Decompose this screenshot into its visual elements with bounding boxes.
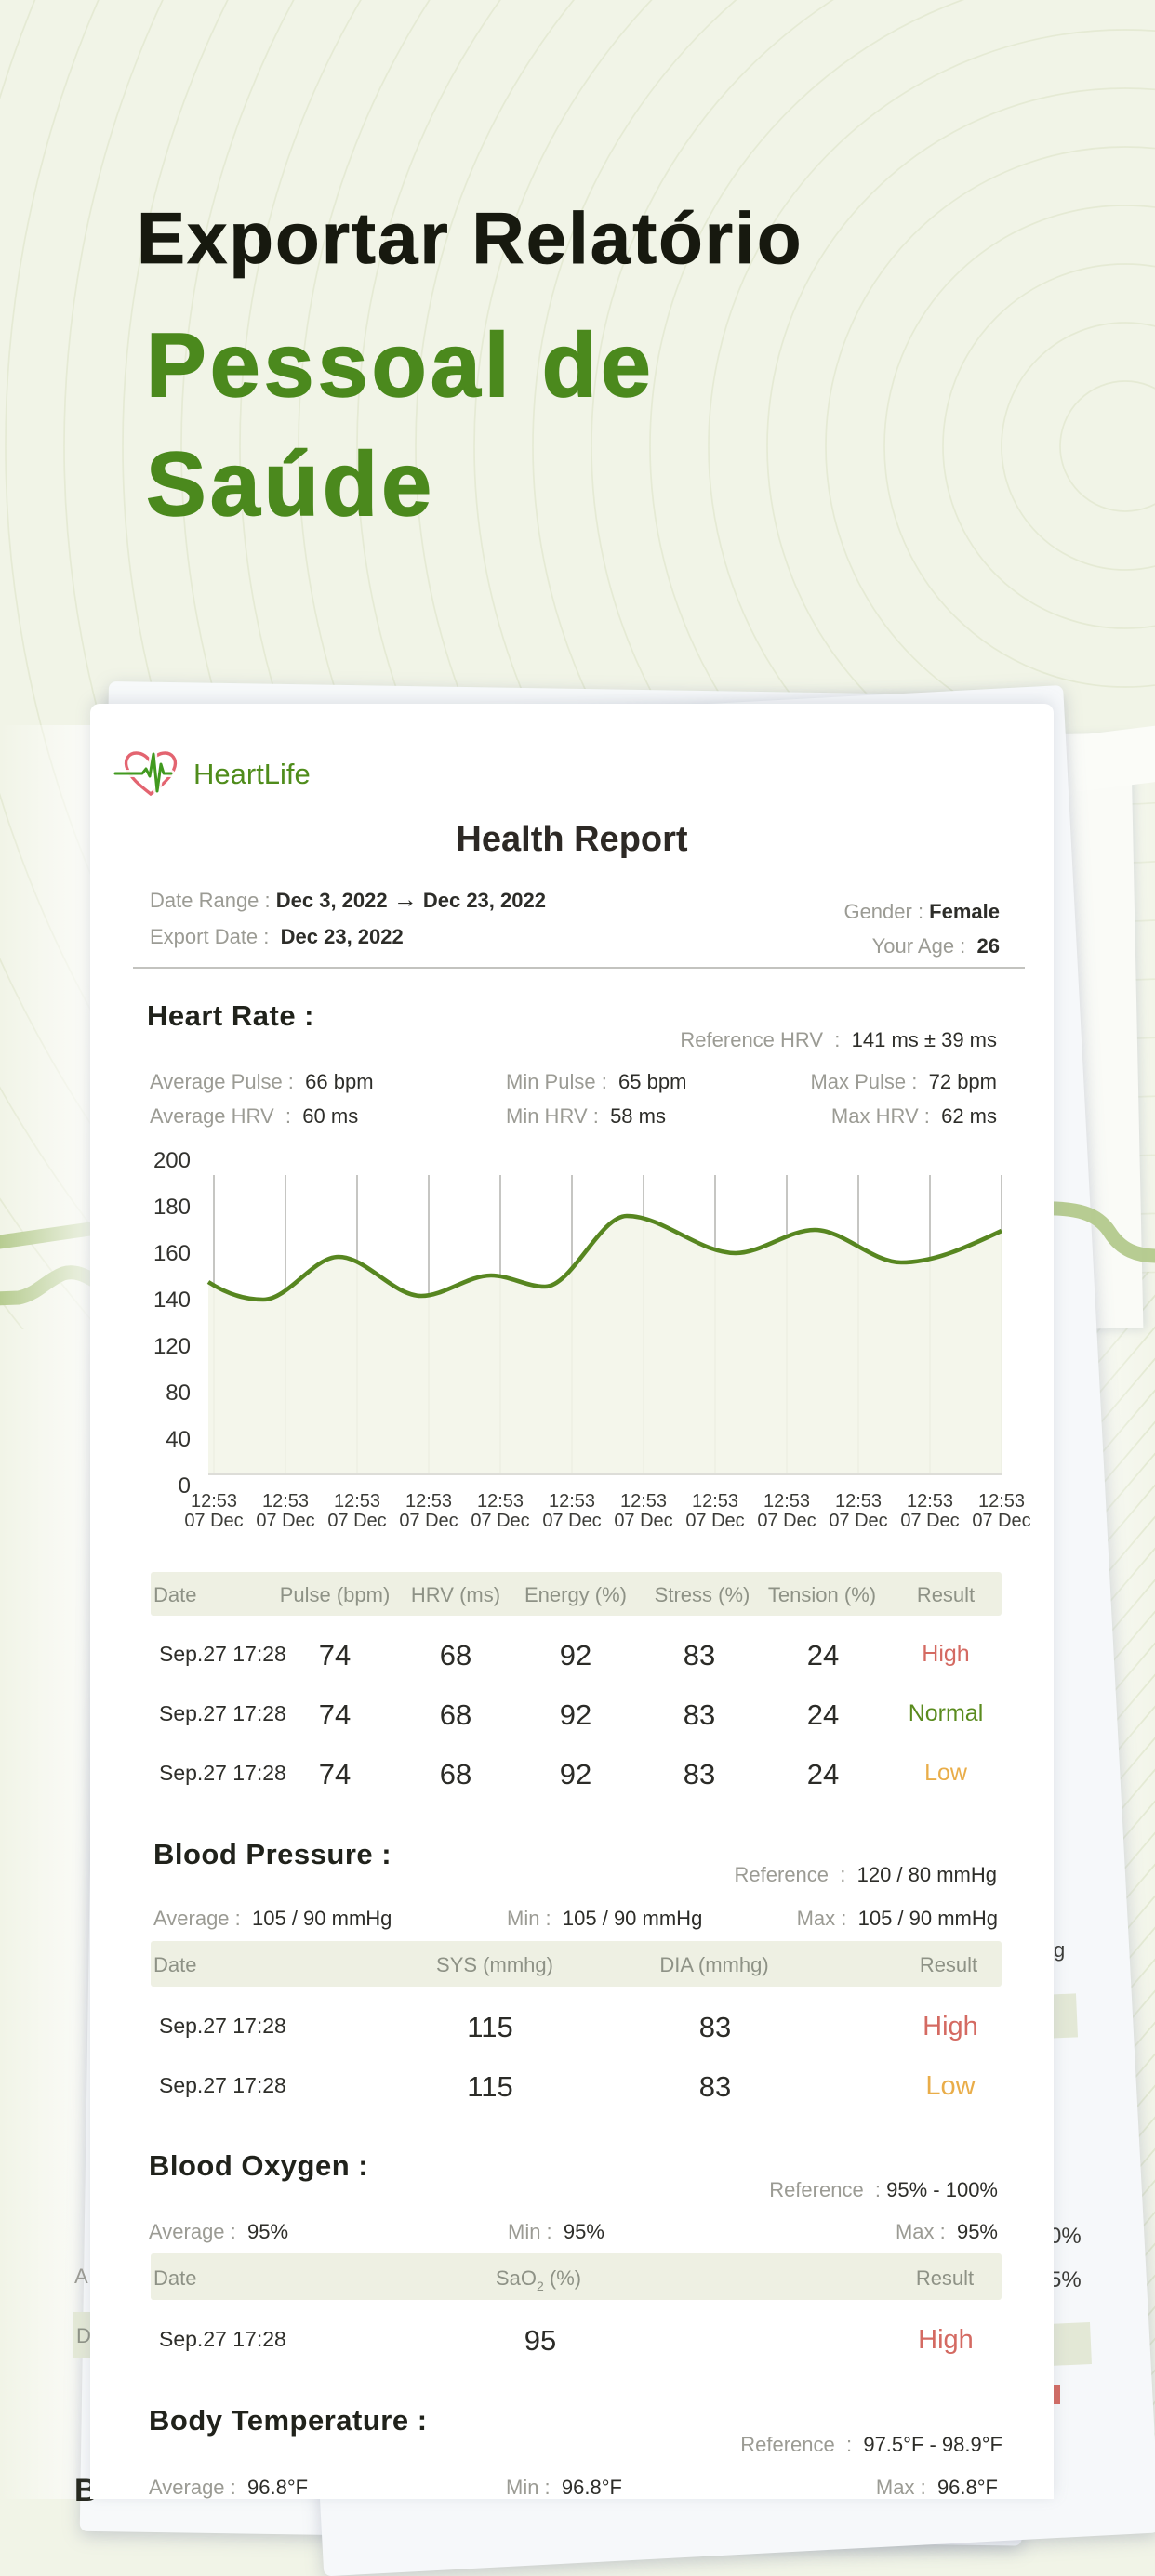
svg-text:07 Dec: 07 Dec [399,1511,458,1531]
svg-text:07 Dec: 07 Dec [685,1511,744,1531]
svg-text:80: 80 [166,1380,191,1406]
svg-text:180: 180 [153,1195,191,1220]
svg-text:07 Dec: 07 Dec [542,1511,601,1531]
svg-text:160: 160 [153,1241,191,1266]
svg-text:07 Dec: 07 Dec [614,1511,672,1531]
svg-text:40: 40 [166,1427,191,1452]
svg-text:200: 200 [153,1148,191,1173]
svg-text:07 Dec: 07 Dec [471,1511,529,1531]
svg-text:07 Dec: 07 Dec [184,1511,243,1531]
svg-text:12:53: 12:53 [549,1491,595,1512]
svg-text:07 Dec: 07 Dec [256,1511,314,1531]
svg-text:12:53: 12:53 [191,1491,237,1512]
svg-text:12:53: 12:53 [334,1491,380,1512]
svg-text:12:53: 12:53 [907,1491,953,1512]
svg-text:140: 140 [153,1288,191,1313]
svg-text:12:53: 12:53 [620,1491,667,1512]
svg-text:0: 0 [179,1473,191,1499]
svg-text:07 Dec: 07 Dec [900,1511,959,1531]
svg-text:07 Dec: 07 Dec [757,1511,816,1531]
svg-text:12:53: 12:53 [835,1491,882,1512]
svg-text:12:53: 12:53 [692,1491,738,1512]
svg-text:12:53: 12:53 [405,1491,452,1512]
svg-text:12:53: 12:53 [262,1491,309,1512]
svg-text:12:53: 12:53 [978,1491,1025,1512]
svg-text:07 Dec: 07 Dec [829,1511,887,1531]
svg-text:12:53: 12:53 [477,1491,524,1512]
svg-text:07 Dec: 07 Dec [327,1511,386,1531]
svg-text:120: 120 [153,1334,191,1359]
svg-text:12:53: 12:53 [763,1491,810,1512]
svg-text:07 Dec: 07 Dec [972,1511,1030,1531]
